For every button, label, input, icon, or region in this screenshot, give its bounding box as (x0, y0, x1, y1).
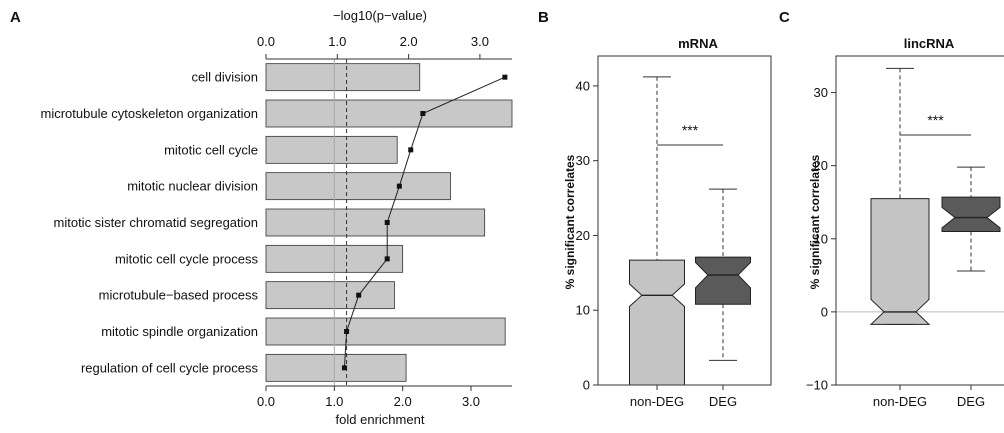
pvalue-point (408, 147, 414, 153)
pvalue-point (341, 365, 347, 371)
panel-c-title: lincRNA (904, 36, 955, 51)
panel-c-lincrna-boxplot: lincRNA % significant correlates non-DEG… (806, 36, 1004, 409)
enrichment-bar (265, 281, 395, 310)
category-label: mitotic nuclear division (127, 179, 258, 194)
y-tick-label: 30 (814, 85, 828, 100)
panel-b-title: mRNA (678, 36, 718, 51)
bottom-tick-label: 3.0 (462, 394, 480, 409)
notched-box (869, 198, 931, 325)
y-tick-label: −10 (806, 378, 828, 393)
x-category-label: non-DEG (873, 394, 927, 409)
pvalue-point (384, 256, 390, 262)
category-label: mitotic cell cycle (164, 142, 258, 157)
significance-label: *** (682, 122, 699, 138)
panel-letter-b: B (538, 9, 549, 26)
x-category-label: DEG (709, 394, 737, 409)
bottom-tick-label: 0.0 (257, 394, 275, 409)
enrichment-bar (265, 135, 398, 164)
category-label: microtubule−based process (99, 288, 259, 303)
top-tick-label: 1.0 (328, 34, 346, 49)
pvalue-point (344, 329, 350, 334)
plot-frame (835, 55, 1004, 386)
y-tick-label: 40 (576, 78, 590, 93)
enrichment-bar (265, 317, 506, 346)
enrichment-bar (265, 99, 513, 128)
pvalue-point (396, 183, 402, 189)
significance-label: *** (927, 112, 944, 128)
category-label: mitotic cell cycle process (115, 251, 259, 266)
panel-a-enrichment-chart: −log10(p−value) fold enrichment 0.0 1.0 2.… (40, 8, 513, 427)
notched-box (629, 259, 685, 386)
pvalue-point (502, 74, 508, 80)
enrichment-bar (265, 353, 407, 382)
notched-box (695, 256, 751, 305)
category-label: microtubule cytoskeleton organization (40, 106, 258, 121)
enrichment-bar (265, 208, 486, 237)
top-tick-label: 2.0 (400, 34, 418, 49)
x-category-label: non-DEG (630, 394, 684, 409)
panel-b-y-axis-title: % significant correlates (563, 154, 577, 289)
pvalue-point (356, 292, 362, 298)
panel-letter-a: A (10, 9, 21, 26)
category-label: cell division (192, 70, 258, 85)
category-label: regulation of cell cycle process (81, 360, 259, 375)
panel-a-top-axis-title: −log10(p−value) (333, 8, 427, 23)
plot-frame (597, 55, 772, 386)
x-category-label: DEG (957, 394, 985, 409)
y-tick-label: 0 (821, 304, 828, 319)
enrichment-bar (265, 63, 421, 92)
category-label: mitotic spindle organization (101, 324, 258, 339)
panel-a-bottom-axis-title: fold enrichment (336, 412, 425, 427)
enrichment-bar (265, 172, 451, 201)
bottom-tick-label: 1.0 (325, 394, 343, 409)
category-label: mitotic sister chromatid segregation (54, 215, 258, 230)
panel-b-mrna-boxplot: mRNA % significant correlates non-DEG DEG… (563, 36, 772, 409)
top-tick-label: 3.0 (471, 34, 489, 49)
panel-c-y-axis-title: % significant correlates (808, 154, 822, 289)
y-tick-label: 0 (583, 378, 590, 393)
notched-box (941, 196, 1001, 232)
y-tick-label: 20 (576, 228, 590, 243)
bottom-tick-label: 2.0 (394, 394, 412, 409)
y-tick-label: 30 (576, 153, 590, 168)
pvalue-point (420, 111, 426, 116)
pvalue-point (384, 220, 390, 225)
y-tick-label: 10 (814, 231, 828, 246)
y-tick-label: 20 (814, 158, 828, 173)
panel-letter-c: C (779, 9, 790, 26)
y-tick-label: 10 (576, 303, 590, 318)
top-tick-label: 0.0 (257, 34, 275, 49)
